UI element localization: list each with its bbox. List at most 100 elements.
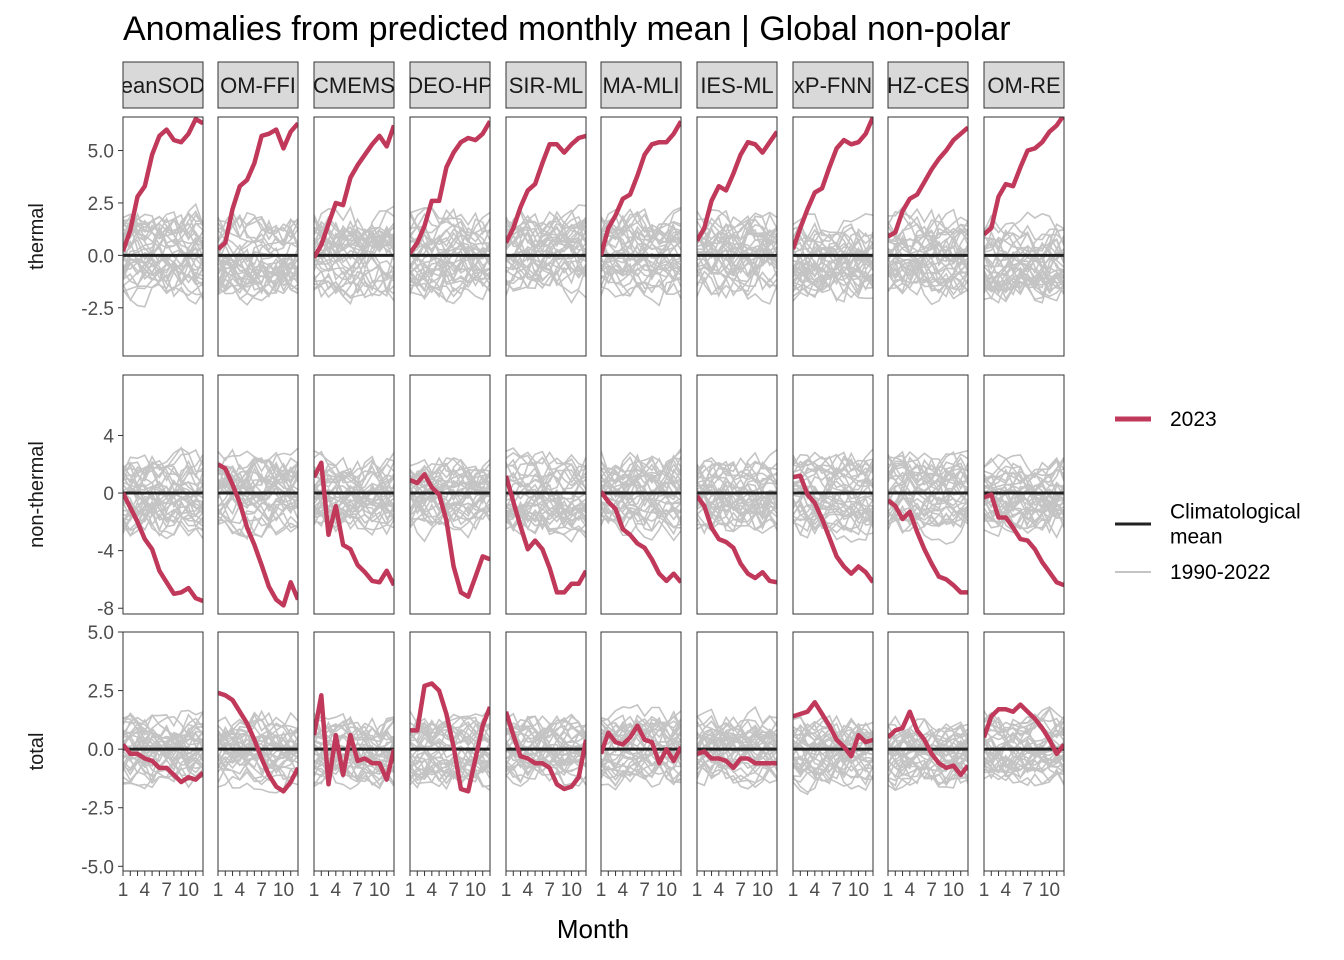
legend-label: mean [1170,526,1223,549]
facet-strip-label: HZ-CES [887,73,969,98]
x-tick-label: 1 [788,880,799,901]
x-tick-label: 1 [309,880,320,901]
x-tick-label: 10 [561,880,582,901]
x-tick-label: 4 [905,880,916,901]
row-label: non-thermal [26,441,48,548]
y-tick-label: 0 [103,484,114,505]
facet-strip-label: eanSOD [121,73,205,98]
facet-panel [697,117,777,356]
facet-panel [984,115,1064,356]
facet-panel [410,117,490,356]
x-tick-label: 4 [523,880,534,901]
x-tick-label: 4 [235,880,246,901]
facet-grid: eanSOD OM-FFI CMEMS DEO-HP SIR-ML MA-MLI IES-M… [26,62,1064,901]
x-tick-label: 4 [331,880,342,901]
x-tick-label: 1 [405,880,416,901]
y-tick-label: 0.0 [88,246,114,267]
line-2023 [793,117,873,249]
y-tick-label: 2.5 [88,194,114,215]
facet-panel [506,375,586,614]
x-tick-label: 4 [810,880,821,901]
x-tick-label: 7 [448,880,459,901]
y-tick-label: -5.0 [81,857,114,878]
x-tick-label: 7 [639,880,650,901]
facet-panel: 1 4 7 10 [596,632,681,901]
facet-panel [601,375,681,614]
y-tick-label: 5.0 [88,623,114,644]
x-tick-label: 7 [1022,880,1033,901]
facet-strip-label: MA-MLI [603,73,680,98]
x-tick-label: 1 [596,880,607,901]
facet-strip: xP-FNN [793,62,873,108]
x-tick-label: 4 [140,880,151,901]
chart-title: Anomalies from predicted monthly mean | … [123,10,1011,48]
x-axis-title: Month [557,914,629,944]
facet-panel [314,375,394,614]
facet-panel: 1 4 7 10 [213,632,298,901]
facet-panel: 1 4 7 10 [309,632,394,901]
x-tick-label: 4 [618,880,629,901]
y-tick-label: 2.5 [88,682,114,703]
facet-strip-label: OM-FFI [220,73,296,98]
facet-strip: MA-MLI [601,62,681,108]
x-tick-label: 7 [926,880,937,901]
facet-strip-label: CMEMS [313,73,395,98]
facet-strip: OM-RE [984,62,1064,108]
facet-strip: IES-ML [697,62,777,108]
facet-strip-label: DEO-HP [407,73,493,98]
x-tick-label: 1 [213,880,224,901]
facet-panel [218,375,298,614]
facet-panel [601,117,681,356]
y-tick-label: -2.5 [81,299,114,320]
legend-label: Climatological [1170,501,1301,524]
facet-strip: eanSOD [121,62,205,108]
row-label: thermal [26,203,48,270]
facet-strip-label: OM-RE [987,73,1060,98]
legend-item: Climatologicalmean [1115,501,1301,549]
facet-panel: 1 4 7 10 [788,632,873,901]
facet-strip: SIR-ML [506,62,586,108]
x-tick-label: 1 [692,880,703,901]
x-tick-label: 10 [369,880,390,901]
facet-strip: OM-FFI [218,62,298,108]
x-tick-label: 7 [352,880,363,901]
facet-panel [697,375,777,614]
facet-panel [793,117,873,356]
x-tick-label: 7 [256,880,267,901]
line-2023 [601,492,681,583]
facet-panel [123,375,203,614]
facet-panel: 1 4 7 10 [692,632,777,901]
y-tick-label: 4 [103,426,114,447]
facet-panel [123,117,203,356]
y-tick-label: -2.5 [81,799,114,820]
facet-strip-label: SIR-ML [509,73,584,98]
x-tick-label: 4 [1001,880,1012,901]
x-tick-label: 10 [178,880,199,901]
x-tick-label: 4 [714,880,725,901]
facet-panel: 1 4 7 10 [501,632,586,901]
facet-panel: 1 4 7 10 [405,632,490,901]
x-tick-label: 1 [501,880,512,901]
facet-strip: CMEMS [313,62,395,108]
x-tick-label: 10 [465,880,486,901]
x-tick-label: 7 [735,880,746,901]
facet-strip: HZ-CES [887,62,969,108]
y-tick-label: 5.0 [88,142,114,163]
x-tick-label: 10 [656,880,677,901]
facet-panel [888,117,968,356]
y-tick-label: -8 [97,599,114,620]
facet-panel: 1 4 7 10 [979,632,1064,901]
y-tick-label: -4 [97,542,114,563]
x-tick-label: 7 [831,880,842,901]
facet-panel [506,117,586,356]
x-tick-label: 10 [848,880,869,901]
x-tick-label: 10 [273,880,294,901]
facet-panel [314,117,394,356]
y-tick-label: 0.0 [88,740,114,761]
legend-label: 1990-2022 [1170,561,1270,584]
x-tick-label: 4 [427,880,438,901]
x-tick-label: 10 [1039,880,1060,901]
facet-panel [410,375,490,614]
x-tick-label: 1 [883,880,894,901]
x-tick-label: 7 [544,880,555,901]
